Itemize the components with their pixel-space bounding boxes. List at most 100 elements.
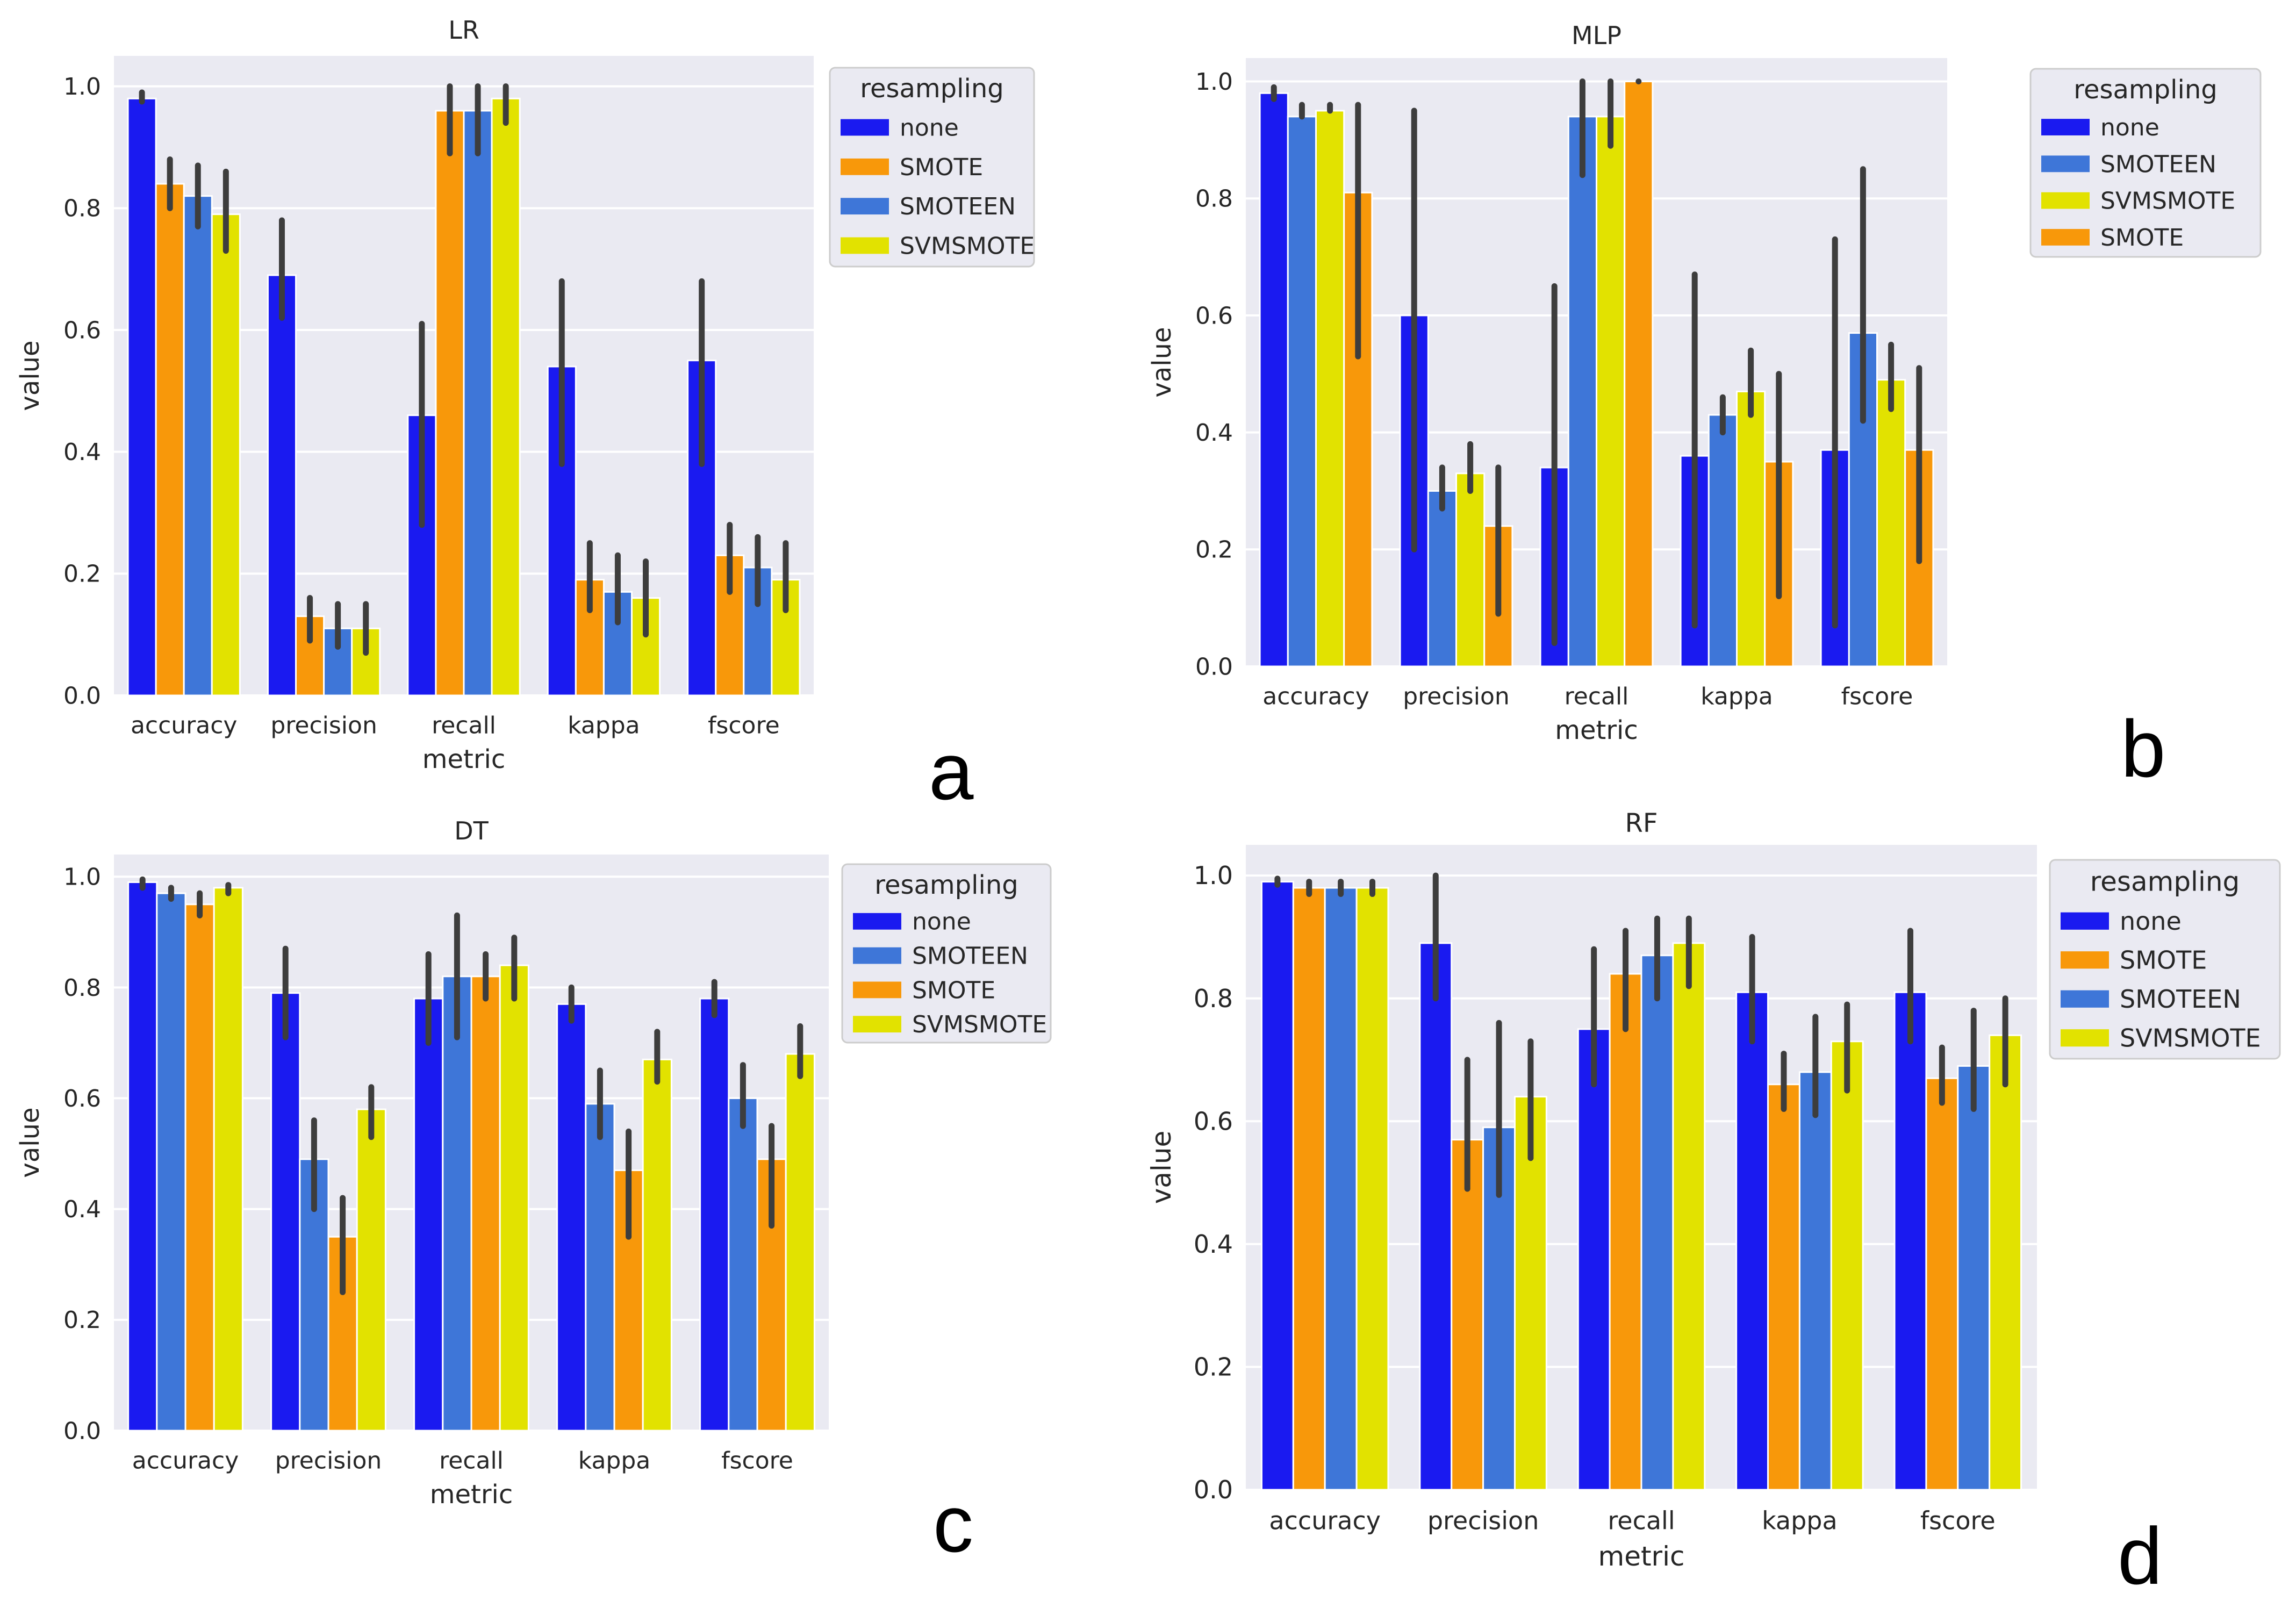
x-tick-label: precision	[1427, 1506, 1539, 1535]
bar-none-precision	[267, 274, 297, 697]
bar-none-fscore	[1893, 991, 1927, 1491]
legend-label-none: none	[900, 114, 959, 141]
y-tick-label: 0.8	[1194, 984, 1233, 1013]
x-tick-label: kappa	[1701, 683, 1773, 710]
bar-none-kappa	[1735, 991, 1769, 1491]
bar-svmsmote-accuracy	[213, 887, 243, 1432]
y-tick-label: 0.2	[1195, 536, 1233, 564]
legend-label-none: none	[2120, 907, 2182, 936]
chart-title: RF	[1625, 808, 1658, 838]
y-tick-label: 0.6	[63, 1085, 101, 1112]
x-tick-label: fscore	[721, 1447, 793, 1474]
panel-letter-b: b	[2121, 703, 2166, 794]
y-tick-label: 0.8	[1195, 185, 1233, 213]
y-tick-label: 0.0	[63, 1417, 101, 1445]
x-tick-label: recall	[432, 712, 496, 739]
x-tick-label: fscore	[708, 712, 780, 739]
legend-swatch-none	[841, 119, 889, 136]
bar-smoteen-recall	[1640, 954, 1674, 1491]
chart-title: LR	[448, 16, 479, 45]
bar-smote-fscore	[1925, 1077, 1959, 1491]
bar-none-kappa	[556, 1003, 587, 1432]
panel-letter-a: a	[929, 726, 974, 816]
legend-swatch-smote	[2041, 229, 2090, 246]
y-axis-label: value	[15, 340, 45, 411]
y-tick-label: 1.0	[63, 864, 101, 891]
bar-none-precision	[270, 992, 301, 1432]
y-tick-label: 0.2	[63, 1306, 101, 1334]
y-axis-label: value	[1147, 327, 1177, 397]
chart-title: MLP	[1572, 21, 1621, 50]
y-tick-label: 0.6	[1194, 1107, 1233, 1136]
y-tick-label: 0.8	[63, 974, 101, 1002]
legend-swatch-none	[2061, 912, 2109, 930]
x-tick-label: kappa	[568, 712, 640, 739]
x-tick-label: accuracy	[132, 1447, 239, 1474]
legend-title: resampling	[2090, 866, 2240, 898]
bar-none-recall	[413, 997, 444, 1432]
panel-letter-d: d	[2118, 1511, 2163, 1601]
bar-smote-kappa	[1767, 1083, 1800, 1491]
x-axis-label: metric	[430, 1480, 513, 1510]
legend-swatch-svmsmote	[853, 1016, 901, 1033]
legend-label-smoteen: SMOTEEN	[900, 193, 1016, 220]
legend-swatch-smoteen	[853, 947, 901, 964]
bar-none-accuracy	[127, 881, 158, 1432]
x-tick-label: fscore	[1920, 1506, 1996, 1535]
bar-smoteen-precision	[299, 1158, 329, 1432]
bar-smote-recall	[470, 975, 501, 1432]
x-tick-label: fscore	[1841, 683, 1913, 710]
legend-label-svmsmote: SVMSMOTE	[900, 232, 1035, 260]
x-axis-label: metric	[422, 744, 506, 774]
bar-svmsmote-recall	[499, 964, 529, 1432]
bar-none-fscore	[699, 997, 730, 1432]
bar-svmsmote-recall	[491, 97, 521, 697]
bar-svmsmote-accuracy	[1315, 110, 1345, 667]
legend-label-smoteen: SMOTEEN	[2100, 150, 2216, 178]
y-tick-label: 0.4	[63, 439, 101, 466]
x-tick-label: accuracy	[131, 712, 238, 739]
y-tick-label: 0.0	[1194, 1475, 1233, 1504]
x-tick-label: kappa	[1762, 1506, 1838, 1535]
x-tick-label: precision	[275, 1447, 382, 1474]
legend-label-none: none	[2100, 114, 2159, 141]
y-tick-label: 0.4	[1195, 419, 1233, 447]
bar-smoteen-kappa	[1798, 1071, 1832, 1491]
y-tick-label: 0.6	[63, 317, 101, 344]
legend-label-smote: SMOTE	[2100, 224, 2184, 252]
legend-label-smoteen: SMOTEEN	[2120, 985, 2241, 1014]
bar-svmsmote-fscore	[1989, 1034, 2022, 1491]
legend-box	[2049, 859, 2281, 1060]
y-axis-label: value	[15, 1107, 45, 1178]
legend-label-smote: SMOTE	[900, 154, 983, 181]
legend-swatch-none	[853, 913, 901, 930]
legend-label-smote: SMOTE	[2120, 945, 2207, 974]
legend-box	[829, 67, 1035, 268]
x-tick-label: recall	[439, 1447, 504, 1474]
bar-svmsmote-precision	[1513, 1096, 1547, 1491]
bar-smoteen-accuracy	[1287, 116, 1317, 667]
legend-label-smote: SMOTE	[912, 977, 995, 1004]
x-axis-label: metric	[1555, 715, 1638, 745]
legend-swatch-smoteen	[2061, 990, 2109, 1008]
x-tick-label: recall	[1565, 683, 1629, 710]
x-tick-label: kappa	[578, 1447, 651, 1474]
bar-svmsmote-recall	[1672, 942, 1706, 1491]
x-tick-label: accuracy	[1262, 683, 1369, 710]
panel-letter-c: c	[933, 1478, 973, 1569]
legend-label-none: none	[912, 908, 971, 936]
bar-svmsmote-accuracy	[1355, 887, 1389, 1491]
bar-none-accuracy	[1259, 92, 1289, 667]
legend-swatch-smoteen	[841, 198, 889, 215]
bar-smote-recall	[1609, 973, 1642, 1491]
bar-smoteen-accuracy	[1324, 887, 1358, 1491]
legend-swatch-smote	[853, 981, 901, 999]
x-tick-label: precision	[270, 712, 377, 739]
legend-title: resampling	[874, 870, 1018, 900]
legend-box	[2029, 68, 2262, 258]
y-tick-label: 0.4	[63, 1196, 101, 1223]
x-tick-label: accuracy	[1269, 1506, 1381, 1535]
legend-label-svmsmote: SVMSMOTE	[912, 1011, 1047, 1038]
